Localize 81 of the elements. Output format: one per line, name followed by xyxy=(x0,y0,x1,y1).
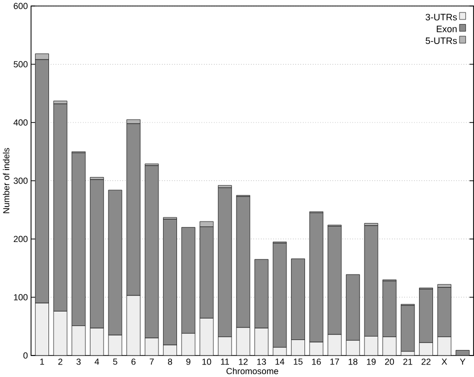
bar xyxy=(254,259,268,328)
x-tick-label: 5 xyxy=(113,358,118,365)
bar xyxy=(126,119,140,124)
x-tick-label: 15 xyxy=(294,358,303,365)
bar xyxy=(309,212,324,342)
bar xyxy=(419,288,433,343)
bar xyxy=(218,187,232,338)
bar xyxy=(53,310,68,356)
bar xyxy=(364,223,378,226)
x-tick-label: 8 xyxy=(168,358,172,365)
y-tick-label: 400 xyxy=(14,119,28,126)
bar xyxy=(35,59,49,304)
x-tick-label: 19 xyxy=(366,358,376,365)
bar xyxy=(90,177,104,180)
bar xyxy=(163,218,177,346)
bar xyxy=(181,333,196,356)
x-tick-label: Y xyxy=(460,358,466,365)
x-tick-label: 21 xyxy=(403,358,412,365)
bar xyxy=(400,305,415,352)
bar xyxy=(272,242,287,348)
bar xyxy=(218,185,232,188)
x-tick-label: 14 xyxy=(276,358,284,365)
bar xyxy=(53,104,68,312)
bar xyxy=(437,287,452,338)
x-tick-label: 22 xyxy=(422,358,430,365)
bar xyxy=(126,295,140,356)
x-tick-label: 12 xyxy=(238,358,248,365)
bar xyxy=(291,340,305,356)
y-tick-label: 500 xyxy=(14,61,28,68)
x-tick-label: 1 xyxy=(40,358,44,365)
bar xyxy=(346,340,360,356)
y-tick-label: 200 xyxy=(14,236,28,242)
bar xyxy=(126,123,140,296)
x-tick-label: 4 xyxy=(94,358,100,365)
x-tick-label: 3 xyxy=(76,358,81,365)
y-tick-label: 0 xyxy=(23,352,28,359)
y-tick-label: 600 xyxy=(14,2,28,10)
bar xyxy=(144,165,159,338)
x-tick-label: 16 xyxy=(312,358,321,365)
x-tick-label: 6 xyxy=(131,358,136,365)
bar xyxy=(254,328,268,356)
bar xyxy=(90,328,104,356)
x-tick-label: 20 xyxy=(385,358,394,365)
x-tick-label: 17 xyxy=(330,358,340,365)
legend-label: 3-UTRs xyxy=(426,14,457,20)
legend-label: Exon xyxy=(436,26,457,32)
x-tick-label: 2 xyxy=(58,358,62,365)
bar xyxy=(328,334,342,356)
bar xyxy=(200,226,214,318)
bar xyxy=(72,152,86,326)
bar xyxy=(382,336,396,356)
bar xyxy=(218,336,232,356)
bar xyxy=(35,302,49,356)
x-tick-label: 11 xyxy=(221,358,230,365)
x-axis-title: Chromosome xyxy=(226,368,278,374)
x-tick-label: 10 xyxy=(202,358,212,365)
bar xyxy=(346,274,360,340)
x-tick-label: 7 xyxy=(150,358,154,365)
x-tick-label: 18 xyxy=(348,358,358,365)
y-axis-title: Number of indels xyxy=(2,148,10,214)
x-tick-label: 13 xyxy=(257,358,266,365)
bar xyxy=(419,342,433,356)
bar xyxy=(364,225,378,336)
y-tick-label: 300 xyxy=(14,178,28,184)
bar xyxy=(200,318,214,356)
bar xyxy=(236,196,250,328)
x-tick-label: X xyxy=(442,358,448,365)
bar xyxy=(200,221,214,227)
bar xyxy=(90,179,104,328)
bar xyxy=(364,336,378,356)
bar xyxy=(236,327,250,356)
bar xyxy=(328,226,342,335)
legend-label: 5-UTRs xyxy=(426,37,457,44)
y-tick-label: 100 xyxy=(14,294,28,300)
x-tick-label: 9 xyxy=(186,358,190,365)
bar xyxy=(382,280,396,338)
bar xyxy=(181,227,196,334)
bar xyxy=(72,326,86,356)
bar xyxy=(291,258,305,340)
bar xyxy=(437,336,452,356)
bar xyxy=(108,190,122,336)
